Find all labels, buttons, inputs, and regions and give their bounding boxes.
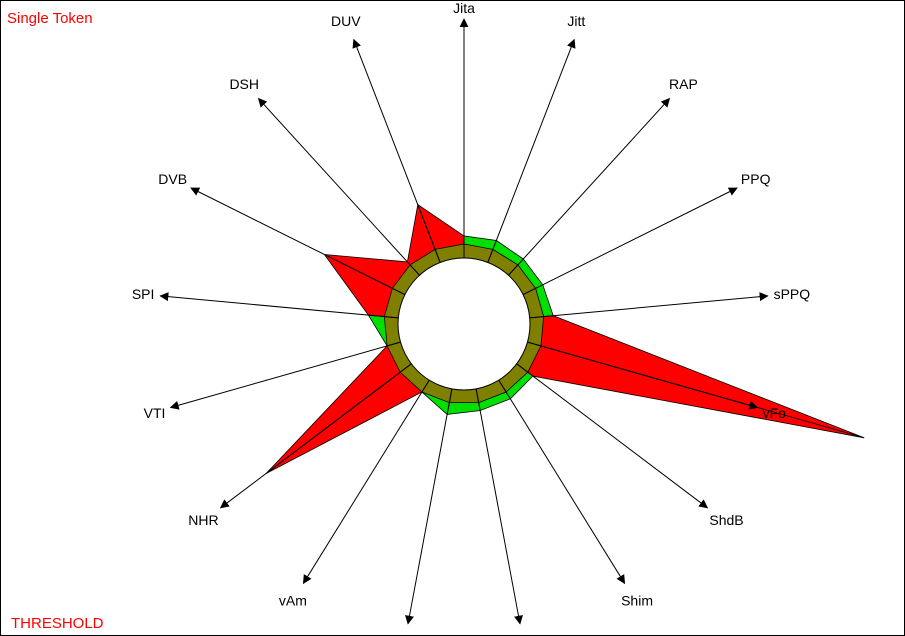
chart-title: Single Token (7, 10, 93, 27)
axis-label-duv: DUV (331, 13, 361, 29)
axis-line-sppq (529, 292, 769, 319)
axis-line-duv (352, 38, 441, 263)
axis-label-dsh: DSH (229, 76, 259, 92)
axis-line-dvb (190, 187, 406, 296)
axis-line-shim (498, 379, 626, 585)
axis-label-jita: Jita (453, 1, 475, 16)
threshold-label: THRESHOLD (11, 615, 104, 632)
axis-line-ppq (522, 187, 738, 296)
axis-line-sapq (405, 388, 453, 625)
axis-label-vti: VTI (144, 405, 166, 421)
axis-line-nhr (219, 363, 412, 509)
axis-line-spi (159, 292, 399, 319)
axis-line-shdb (516, 363, 709, 509)
axis-label-nhr: NHR (188, 512, 218, 528)
threshold-ring-segment (448, 388, 480, 404)
axis-line-vfo (527, 341, 759, 410)
axis-label-vfo: vFo (763, 405, 787, 421)
value-wedge-vam (265, 363, 430, 474)
axis-label-shim: Shim (621, 592, 653, 608)
axis-label-sppq: sPPQ (774, 286, 811, 302)
axis-label-ppq: PPQ (741, 171, 771, 187)
axis-line-apq (475, 388, 523, 625)
axis-line-rap (508, 97, 671, 276)
axis-line-dsh (257, 97, 420, 276)
center-hole (397, 257, 531, 391)
axis-line-vam (302, 379, 430, 585)
value-wedge-vfo (516, 341, 865, 439)
axis-label-jitt: Jitt (567, 13, 585, 29)
axis-label-shdb: ShdB (709, 512, 743, 528)
axis-label-dvb: DVB (158, 171, 187, 187)
axis-label-rap: RAP (669, 76, 698, 92)
axis-label-vam: vAm (279, 592, 307, 608)
axis-label-spi: SPI (132, 286, 155, 302)
axis-line-jitt (487, 38, 576, 263)
axis-line-vti (169, 341, 401, 410)
